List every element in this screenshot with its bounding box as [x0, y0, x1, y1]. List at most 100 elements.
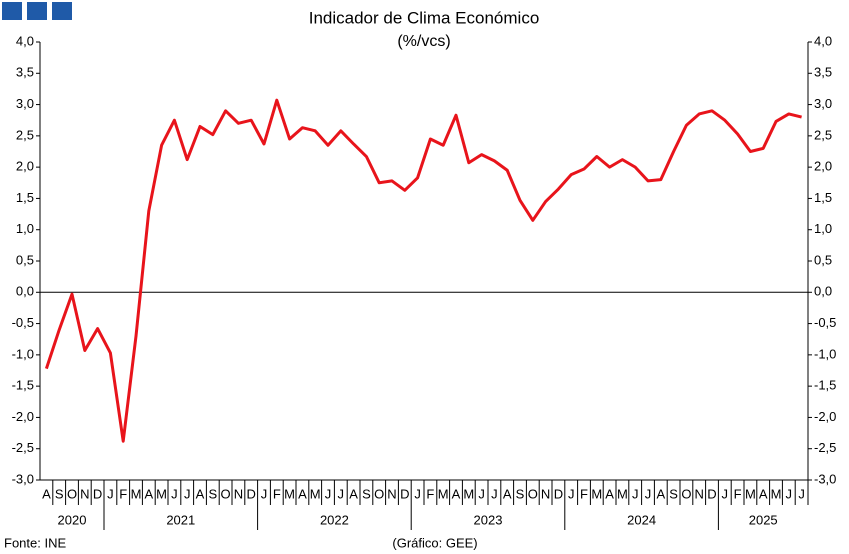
y-tick-label: -2,0	[12, 409, 34, 424]
x-tick-label: J	[171, 486, 178, 501]
y-tick-label: 3,0	[16, 96, 34, 111]
y-tick-label-right: 1,0	[814, 221, 832, 236]
x-tick-label: M	[771, 486, 782, 501]
x-tick-label: J	[184, 486, 191, 501]
year-label: 2025	[749, 512, 778, 527]
chart-subtitle: (%/vcs)	[397, 33, 450, 50]
x-tick-label: J	[107, 486, 114, 501]
x-tick-label: F	[426, 486, 434, 501]
x-tick-label: O	[528, 486, 538, 501]
y-tick-label-right: 2,0	[814, 159, 832, 174]
x-tick-label: A	[349, 486, 358, 501]
chart-title: Indicador de Clima Económico	[309, 8, 540, 27]
x-tick-label: J	[325, 486, 332, 501]
logo-square	[52, 2, 72, 20]
x-tick-label: A	[503, 486, 512, 501]
x-tick-label: J	[491, 486, 498, 501]
x-tick-label: D	[93, 486, 102, 501]
x-tick-label: M	[131, 486, 142, 501]
year-label: 2024	[627, 512, 656, 527]
x-tick-label: A	[42, 486, 51, 501]
x-tick-label: S	[55, 486, 64, 501]
y-tick-label-right: -1,0	[814, 346, 836, 361]
y-tick-label: 0,5	[16, 252, 34, 267]
y-tick-label-right: -2,0	[814, 409, 836, 424]
source: Fonte: INE	[4, 535, 66, 550]
x-tick-label: N	[80, 486, 89, 501]
x-tick-label: N	[695, 486, 704, 501]
x-tick-label: A	[144, 486, 153, 501]
y-tick-label: -1,0	[12, 346, 34, 361]
x-tick-label: J	[786, 486, 793, 501]
y-tick-label-right: 0,5	[814, 252, 832, 267]
y-tick-label-right: -0,5	[814, 315, 836, 330]
y-tick-label: -0,5	[12, 315, 34, 330]
x-tick-label: M	[463, 486, 474, 501]
y-tick-label-right: 3,0	[814, 96, 832, 111]
x-tick-label: S	[516, 486, 525, 501]
x-tick-label: J	[645, 486, 652, 501]
x-tick-label: N	[234, 486, 243, 501]
x-tick-label: J	[568, 486, 575, 501]
x-tick-label: J	[261, 486, 268, 501]
y-tick-label: 1,0	[16, 221, 34, 236]
year-label: 2021	[166, 512, 195, 527]
x-tick-label: J	[798, 486, 805, 501]
x-tick-label: M	[156, 486, 167, 501]
logo-square	[2, 2, 22, 20]
x-tick-label: F	[119, 486, 127, 501]
y-tick-label-right: -3,0	[814, 471, 836, 486]
x-tick-label: N	[541, 486, 550, 501]
y-tick-label: -1,5	[12, 378, 34, 393]
y-tick-label: 3,5	[16, 65, 34, 80]
year-label: 2023	[474, 512, 503, 527]
y-tick-label: 2,0	[16, 159, 34, 174]
x-tick-label: J	[632, 486, 639, 501]
y-tick-label-right: 3,5	[814, 65, 832, 80]
y-tick-label-right: 1,5	[814, 190, 832, 205]
x-tick-label: M	[745, 486, 756, 501]
year-label: 2022	[320, 512, 349, 527]
y-tick-label: 1,5	[16, 190, 34, 205]
x-tick-label: F	[273, 486, 281, 501]
year-label: 2020	[58, 512, 87, 527]
x-tick-label: J	[478, 486, 485, 501]
y-tick-label-right: -2,5	[814, 440, 836, 455]
y-tick-label-right: 4,0	[814, 33, 832, 48]
x-tick-label: M	[284, 486, 295, 501]
x-tick-label: F	[580, 486, 588, 501]
x-tick-label: O	[221, 486, 231, 501]
x-tick-label: O	[681, 486, 691, 501]
y-tick-label: 0,0	[16, 284, 34, 299]
x-tick-label: A	[656, 486, 665, 501]
x-tick-label: D	[400, 486, 409, 501]
x-tick-label: S	[208, 486, 217, 501]
x-tick-label: J	[414, 486, 421, 501]
x-tick-label: F	[734, 486, 742, 501]
x-tick-label: D	[554, 486, 563, 501]
y-tick-label: -2,5	[12, 440, 34, 455]
y-tick-label-right: 2,5	[814, 127, 832, 142]
x-tick-label: J	[722, 486, 729, 501]
x-tick-label: A	[452, 486, 461, 501]
x-tick-label: M	[617, 486, 628, 501]
logo-square	[27, 2, 47, 20]
x-tick-label: D	[247, 486, 256, 501]
y-tick-label: 2,5	[16, 127, 34, 142]
x-tick-label: S	[669, 486, 678, 501]
credit: (Gráfico: GEE)	[392, 535, 477, 550]
x-tick-label: N	[387, 486, 396, 501]
x-tick-label: A	[196, 486, 205, 501]
x-tick-label: A	[298, 486, 307, 501]
x-tick-label: M	[310, 486, 321, 501]
x-tick-label: M	[591, 486, 602, 501]
y-tick-label-right: 0,0	[814, 284, 832, 299]
x-tick-label: M	[438, 486, 449, 501]
x-tick-label: O	[374, 486, 384, 501]
y-tick-label: -3,0	[12, 471, 34, 486]
x-tick-label: A	[605, 486, 614, 501]
x-tick-label: D	[707, 486, 716, 501]
x-tick-label: A	[759, 486, 768, 501]
y-tick-label-right: -1,5	[814, 378, 836, 393]
